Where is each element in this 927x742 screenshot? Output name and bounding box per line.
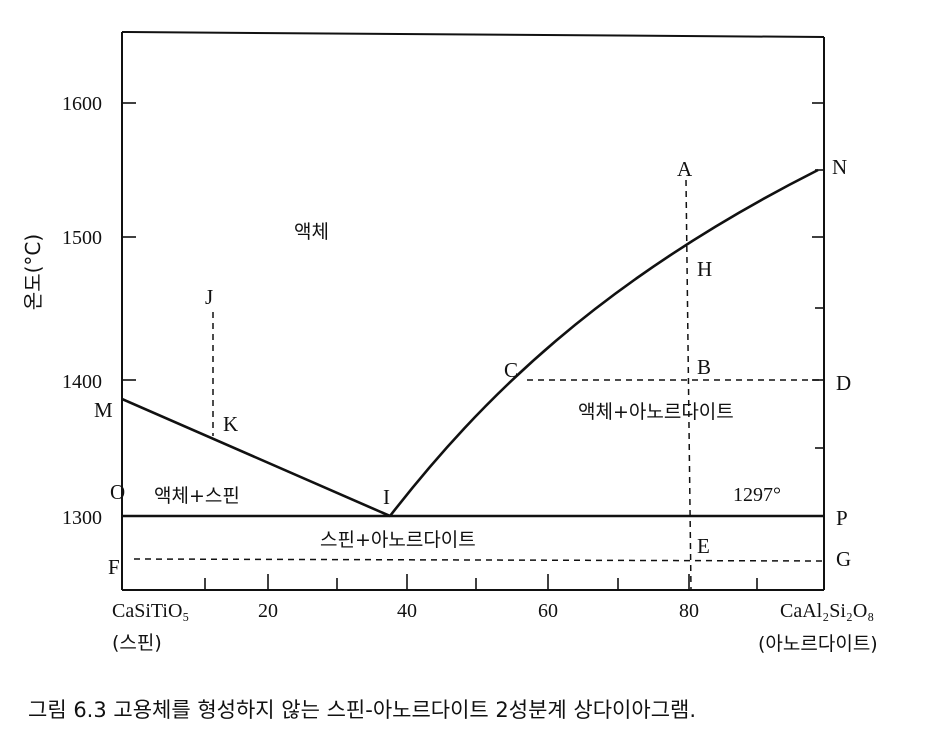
point-label-G: G [836,547,851,571]
point-label-C: C [504,358,518,382]
x-tick-label-40: 40 [397,600,417,622]
region-sphene-anorthite: 스핀+아노르다이트 [320,529,476,551]
x-ticks [204,574,758,590]
figure-caption: 그림 6.3 고용체를 형성하지 않는 스핀-아노르다이트 2성분계 상다이아그… [28,698,697,722]
point-label-D: D [836,371,851,395]
point-label-A: A [677,157,693,181]
eutectic-temperature-label: 1297° [733,484,781,506]
point-label-N: N [832,155,847,179]
liquidus-sphene-MI [121,397,391,518]
point-label-K: K [223,412,238,436]
region-liquid-sphene: 액체+스핀 [154,485,240,507]
tie-line-F-G [133,558,825,562]
point-label-J: J [205,285,213,309]
x-tick-label-20: 20 [258,600,278,622]
y-tick-label-1300: 1300 [62,507,102,529]
x-tick-label-80: 80 [679,600,699,622]
x-axis-left-end-name: (스핀) [112,632,162,654]
isopleth-A-E [685,179,692,591]
point-label-I: I [383,485,390,509]
point-label-M: M [94,398,113,422]
y-axis-label: 온도(°C) [21,234,45,310]
y-ticks [122,102,824,517]
frame-top [121,31,825,38]
x-tick-label-left-end: CaSiTiO₅ [112,600,189,622]
x-axis-right-end-name: (아노르다이트) [758,633,878,655]
y-tick-label-1500: 1500 [62,227,102,249]
liquidus-anorthite-IN [388,168,819,517]
region-liquid: 액체 [294,221,329,243]
point-label-E: E [697,534,710,558]
point-label-H: H [697,257,712,281]
point-label-P: P [836,506,848,530]
x-tick-label-right-end: CaAl₂Si₂O₈ [780,600,874,622]
region-liquid-anorthite: 액체+아노르다이트 [578,401,734,423]
y-tick-label-1600: 1600 [62,93,102,115]
point-label-B: B [697,355,711,379]
point-label-F: F [108,555,120,579]
y-tick-label-1400: 1400 [62,371,102,393]
x-tick-label-60: 60 [538,600,558,622]
point-label-O: O [110,480,125,504]
plot-frame [121,31,825,591]
